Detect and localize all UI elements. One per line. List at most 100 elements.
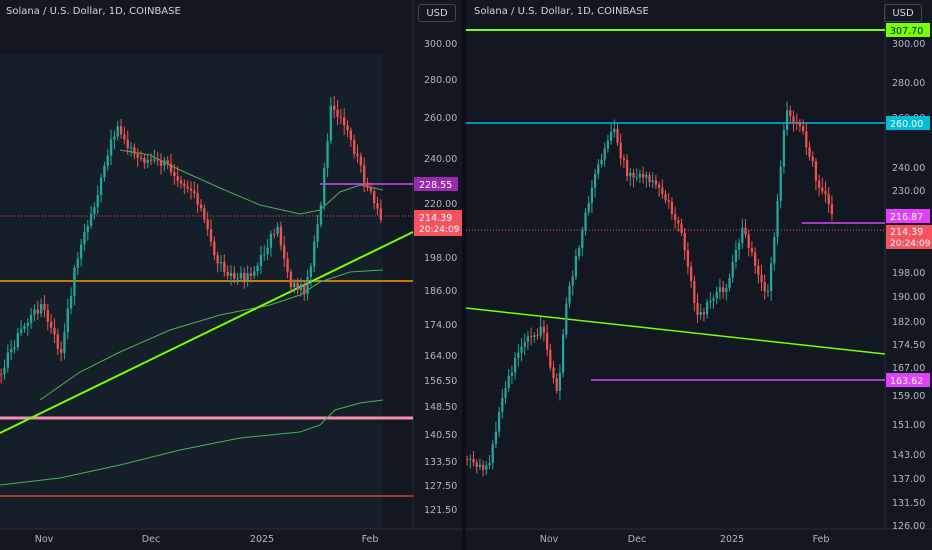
x-tick-label: Feb — [813, 534, 830, 545]
candle-body — [273, 233, 276, 235]
y-tick-label: 198.00 — [424, 253, 457, 264]
candle-body — [750, 248, 754, 253]
candle-body — [6, 352, 9, 368]
candle-body — [176, 176, 179, 181]
price-tag-countdown: 20:24:09 — [419, 225, 460, 235]
left-chart-svg[interactable]: 300.00 280.00 260.00 240.00 220.00 198.00 186.… — [0, 0, 462, 550]
candle-body — [253, 271, 256, 276]
candle-body — [472, 458, 475, 463]
level-tag-label: 163.62 — [890, 376, 923, 387]
x-tick-label: 2025 — [720, 534, 744, 545]
candle-body — [571, 276, 574, 286]
candle-body — [356, 153, 359, 157]
candle-body — [526, 336, 530, 342]
left-currency-button[interactable]: USD — [418, 4, 456, 22]
candle-body — [722, 287, 725, 293]
candle-body — [827, 194, 830, 205]
y-tick-label: 133.50 — [424, 457, 457, 468]
candle-body — [667, 200, 670, 202]
candle-body — [189, 188, 193, 191]
candle-body — [501, 397, 504, 412]
candle-body — [610, 132, 613, 141]
candle-body — [478, 464, 482, 468]
candle-body — [635, 177, 638, 179]
candle-body — [725, 287, 728, 293]
candle-body — [53, 327, 56, 335]
candle-body — [76, 258, 79, 268]
candle-body — [469, 458, 472, 460]
candle-body — [712, 298, 715, 301]
right-currency-button[interactable]: USD — [884, 4, 922, 22]
y-tick-label: 148.50 — [424, 402, 457, 413]
candle-body — [466, 459, 469, 461]
candle-body — [706, 302, 709, 315]
y-tick-label: 121.50 — [424, 505, 457, 516]
candle-body — [203, 208, 206, 220]
candle-body — [329, 105, 333, 141]
candle-body — [246, 273, 249, 281]
candle-body — [514, 357, 517, 373]
candle-body — [520, 346, 523, 353]
candle-body — [39, 304, 43, 314]
x-tick-label: Nov — [35, 534, 54, 545]
candle-body — [46, 310, 49, 322]
candle-body — [587, 203, 590, 213]
candle-body — [530, 336, 533, 338]
right-chart-svg[interactable]: 300.00280.00260.00240.00230.00220.00198.… — [466, 0, 932, 550]
candle-body — [226, 272, 229, 277]
left-chart-title: Solana / U.S. Dollar, 1D, COINBASE — [6, 6, 181, 17]
candle-body — [802, 126, 805, 132]
candle-body — [346, 125, 349, 131]
candle-body — [629, 172, 632, 177]
y-tick-label: 280.00 — [892, 78, 925, 89]
y-tick-label: 127.50 — [424, 481, 457, 492]
candle-body — [702, 312, 706, 315]
candle-body — [316, 224, 319, 242]
candle-body — [89, 213, 93, 226]
candle-body — [658, 184, 661, 188]
candle-body — [259, 255, 263, 266]
candle-body — [581, 230, 584, 248]
y-tick-label: 126.00 — [892, 521, 925, 532]
candle-body — [757, 265, 760, 275]
candle-body — [113, 136, 116, 140]
candle-body — [109, 139, 113, 156]
candle-body — [239, 272, 243, 279]
candle-body — [517, 352, 520, 358]
candle-body — [116, 126, 119, 137]
candle-body — [296, 282, 299, 290]
candle-body — [206, 219, 209, 229]
candle-body — [600, 159, 603, 165]
candle-body — [482, 464, 485, 470]
candle-body — [718, 287, 722, 292]
candle-body — [156, 159, 159, 161]
chart-panel-right[interactable]: 300.00280.00260.00240.00230.00220.00198.… — [466, 0, 932, 550]
x-tick-label: Dec — [142, 534, 160, 545]
chart-panel-left[interactable]: 300.00 280.00 260.00 240.00 220.00 198.00 186.… — [0, 0, 462, 550]
candle-body — [363, 165, 366, 183]
candle-body — [555, 378, 558, 391]
candle-body — [683, 233, 686, 251]
candle-body — [574, 256, 578, 277]
candle-body — [103, 165, 106, 178]
candle-body — [648, 175, 651, 183]
panel-divider[interactable] — [462, 0, 466, 550]
candle-body — [353, 139, 356, 154]
candle-body — [289, 271, 293, 288]
x-tick-label: 2025 — [250, 534, 274, 545]
candle-body — [734, 249, 738, 262]
candle-body — [33, 309, 36, 315]
candle-body — [166, 160, 169, 164]
candle-body — [36, 309, 39, 314]
candle-body — [123, 134, 126, 140]
candle-body — [236, 278, 239, 280]
candle-body — [738, 243, 741, 250]
candle-body — [66, 308, 69, 333]
y-tick-label: 174.00 — [424, 320, 457, 331]
candle-body — [186, 186, 189, 189]
candle-body — [149, 159, 153, 161]
candle-body — [319, 204, 323, 225]
y-tick-label: 151.00 — [892, 420, 925, 431]
candle-body — [199, 204, 203, 209]
y-tick-label: 131.50 — [892, 498, 925, 509]
